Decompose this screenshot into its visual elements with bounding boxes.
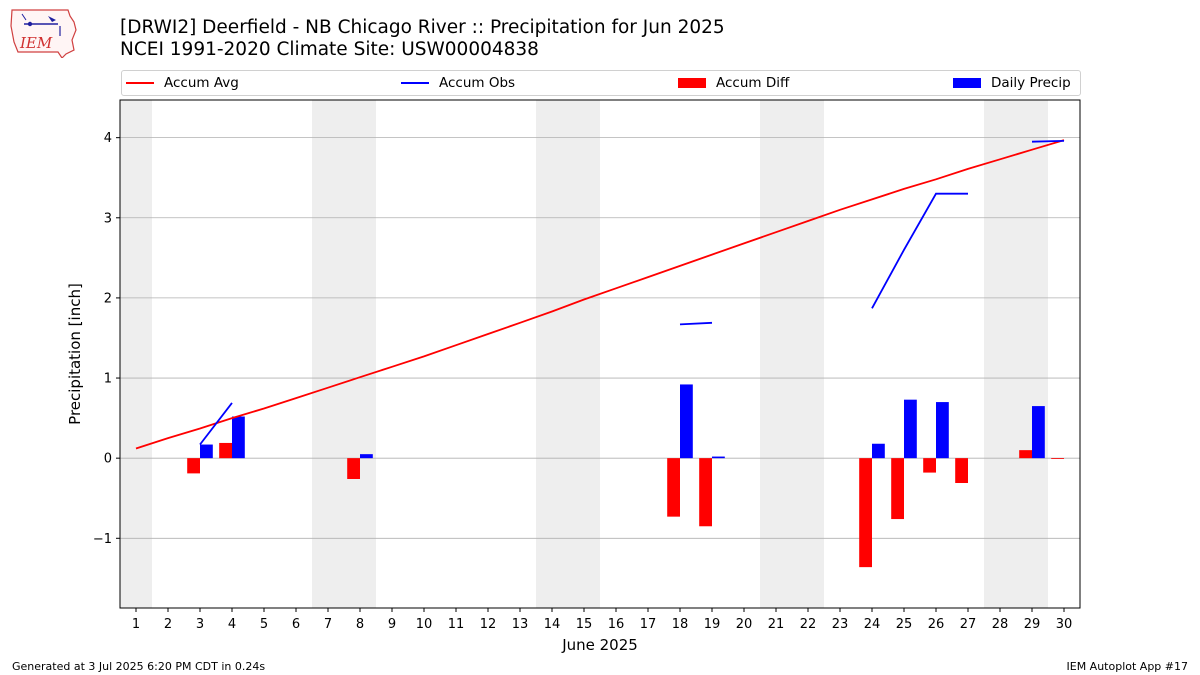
- iem-logo: IEM: [10, 9, 77, 58]
- accum-diff-bar-day-26: [923, 458, 936, 473]
- weekend-shade-day-14: [536, 100, 568, 608]
- accum-diff-bar-day-29: [1019, 450, 1032, 459]
- legend-item-accum-diff: Accum Diff: [678, 71, 789, 95]
- footer-app: IEM Autoplot App #17: [1066, 660, 1189, 673]
- accum-obs-line-segment-2: [679, 321, 713, 326]
- legend-label-accum-diff: Accum Diff: [716, 75, 790, 91]
- daily-precip-bar-day-8: [360, 454, 373, 459]
- accum-diff-bar-day-25: [891, 458, 904, 520]
- x-tick-label-27: 27: [960, 617, 977, 632]
- x-tick-label-8: 8: [356, 617, 364, 632]
- y-axis-label: Precipitation [inch]: [66, 283, 84, 425]
- x-tick-label-16: 16: [608, 617, 625, 632]
- logo-text: IEM: [19, 34, 53, 52]
- x-tick-label-6: 6: [292, 617, 300, 632]
- x-tick-label-20: 20: [736, 617, 753, 632]
- weekend-shade-day-22: [792, 100, 824, 608]
- x-tick-label-15: 15: [576, 617, 593, 632]
- weekend-shade-day-21: [760, 100, 792, 608]
- legend-label-daily-precip: Daily Precip: [991, 75, 1071, 91]
- daily-precip-bar-day-19: [712, 456, 725, 459]
- x-tick-label-7: 7: [324, 617, 332, 632]
- x-tick-label-28: 28: [992, 617, 1009, 632]
- accum-diff-bar-day-8: [347, 458, 360, 479]
- y-tick-label-0: 0: [104, 452, 112, 467]
- x-tick-label-5: 5: [260, 617, 268, 632]
- accum-diff-bar-day-30: [1051, 458, 1064, 459]
- x-tick-label-19: 19: [704, 617, 721, 632]
- accum-diff-bar-day-19: [699, 458, 712, 527]
- daily-precip-bar-day-3: [200, 444, 213, 459]
- y-tick-label--1: −1: [93, 532, 112, 547]
- x-tick-label-21: 21: [768, 617, 785, 632]
- daily-precip-bar-day-29: [1032, 406, 1045, 459]
- legend-swatch-accum-obs: [401, 82, 429, 84]
- legend-swatch-accum-avg: [126, 82, 154, 84]
- x-tick-label-26: 26: [928, 617, 945, 632]
- accum-diff-bar-day-24: [859, 458, 872, 568]
- legend-item-daily-precip: Daily Precip: [953, 71, 1071, 95]
- x-tick-label-9: 9: [388, 617, 396, 632]
- chart-subtitle: NCEI 1991-2020 Climate Site: USW00004838: [120, 39, 539, 60]
- accum-diff-bar-day-3: [187, 458, 200, 474]
- daily-precip-bar-day-25: [904, 399, 917, 459]
- accum-diff-bar-day-4: [219, 442, 232, 459]
- x-axis-label: June 2025: [561, 636, 638, 654]
- daily-precip-bar-day-26: [936, 402, 949, 459]
- weekend-shading: [120, 100, 1048, 608]
- x-tick-label-18: 18: [672, 617, 689, 632]
- x-tick-label-30: 30: [1056, 617, 1073, 632]
- legend-item-accum-avg: Accum Avg: [126, 71, 239, 95]
- weekend-shade-day-28: [984, 100, 1016, 608]
- daily-precip-bar-day-24: [872, 443, 885, 459]
- x-tick-label-11: 11: [448, 617, 465, 632]
- y-tick-label-4: 4: [104, 131, 112, 146]
- legend-swatch-daily-precip: [953, 78, 981, 88]
- legend-label-accum-avg: Accum Avg: [164, 75, 239, 91]
- legend: Accum Avg Accum Obs Accum Diff Daily Pre…: [121, 70, 1081, 96]
- x-tick-label-24: 24: [864, 617, 881, 632]
- x-tick-label-13: 13: [512, 617, 529, 632]
- legend-label-accum-obs: Accum Obs: [439, 75, 516, 91]
- footer-generated: Generated at 3 Jul 2025 6:20 PM CDT in 0…: [12, 660, 266, 673]
- weekend-shade-day-8: [344, 100, 376, 608]
- accum-avg-line: [135, 139, 1065, 450]
- accum-obs-line-segment-1: [199, 402, 233, 446]
- grid-lines: [120, 137, 1080, 539]
- accum-obs-line-segment-4: [1031, 140, 1065, 143]
- chart-title: [DRWI2] Deerfield - NB Chicago River :: …: [120, 17, 725, 38]
- legend-swatch-accum-diff: [678, 78, 706, 88]
- weekend-shade-day-29: [1016, 100, 1048, 608]
- x-tick-label-22: 22: [800, 617, 817, 632]
- y-tick-label-2: 2: [104, 291, 112, 306]
- x-tick-label-29: 29: [1024, 617, 1041, 632]
- x-tick-label-23: 23: [832, 617, 849, 632]
- legend-item-accum-obs: Accum Obs: [401, 71, 515, 95]
- x-tick-label-2: 2: [164, 617, 172, 632]
- y-tick-label-3: 3: [104, 211, 112, 226]
- y-tick-label-1: 1: [104, 372, 112, 387]
- accum-diff-bar-day-27: [955, 458, 968, 484]
- x-tick-label-10: 10: [416, 617, 433, 632]
- x-tick-label-12: 12: [480, 617, 497, 632]
- daily-precip-bar-day-4: [232, 416, 245, 459]
- x-tick-label-17: 17: [640, 617, 657, 632]
- accum-diff-bar-day-18: [667, 458, 680, 517]
- x-tick-label-4: 4: [228, 617, 236, 632]
- x-tick-label-25: 25: [896, 617, 913, 632]
- bars: [187, 384, 1064, 568]
- weekend-shade-day-1: [120, 100, 152, 608]
- weekend-shade-day-15: [568, 100, 600, 608]
- x-tick-label-1: 1: [132, 617, 140, 632]
- accum-obs-line-segment-3: [871, 192, 968, 309]
- x-tick-label-3: 3: [196, 617, 204, 632]
- plot-frame: [119, 99, 1081, 609]
- weekend-shade-day-7: [312, 100, 344, 608]
- x-tick-label-14: 14: [544, 617, 561, 632]
- daily-precip-bar-day-18: [680, 384, 693, 459]
- lines: [135, 139, 1065, 450]
